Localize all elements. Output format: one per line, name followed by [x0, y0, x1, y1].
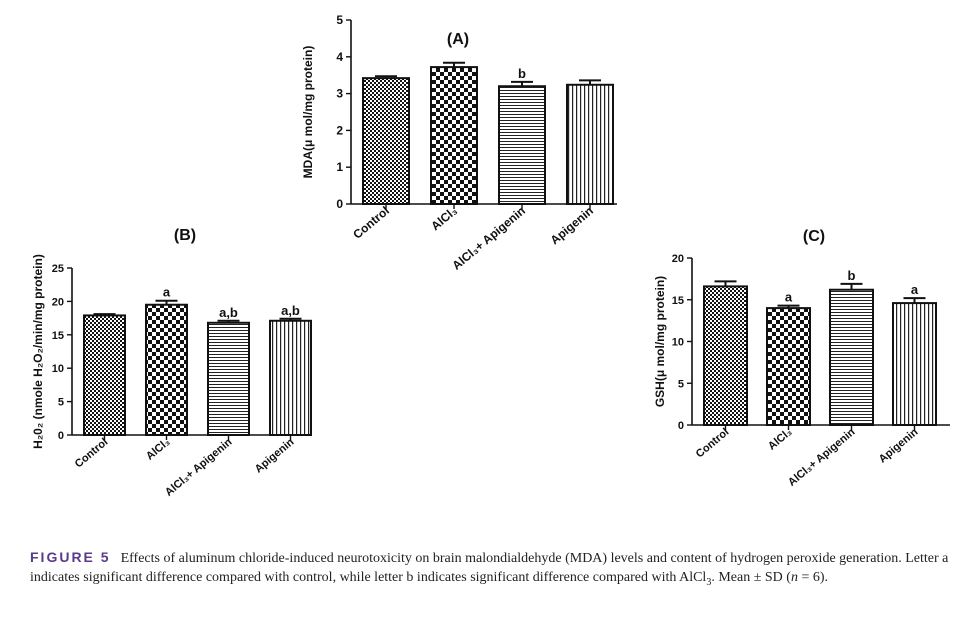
y-tick-label: 0: [336, 197, 343, 211]
bar: [269, 319, 312, 436]
y-tick-label: 5: [336, 13, 343, 27]
y-axis-label: MDA(μ mol/mg protein): [301, 46, 315, 179]
figure-panels: (A) 0 1 2 3 4 5 MDA(μ mol/mg protein) Control AlC…: [31, 13, 950, 499]
x-tick-label: Control: [350, 204, 392, 242]
chart-mda: (A) 0 1 2 3 4 5 MDA(μ mol/mg protein) Control AlC…: [301, 13, 617, 273]
significance-label: a: [163, 285, 171, 300]
chart-title: (A): [447, 31, 469, 48]
caption-n: n: [790, 570, 798, 585]
bar: [566, 83, 614, 205]
caption-text-1: Effects of aluminum chloride-induced neu…: [30, 551, 949, 585]
x-tick-label: AlCl₃: [144, 436, 172, 463]
y-tick-label: 10: [52, 363, 64, 375]
y-tick-label: 20: [52, 296, 64, 308]
chart-gsh: (C) 0 5 10 15 20 GSH(μ mol/mg protein) Control a…: [653, 228, 950, 489]
bar: [362, 77, 410, 205]
x-tick-label: AlCl₃+ Apigenin: [786, 426, 858, 489]
chart-h2o2: (B) 0 5 10 15 20 25 H₂0₂ (nmole H₂O₂/min/mg pro…: [31, 227, 312, 499]
significance-label: a,b: [281, 303, 300, 318]
x-tick-label: Control: [73, 436, 111, 470]
x-tick-label: Apigenin: [253, 436, 297, 476]
y-tick-label: 10: [672, 337, 684, 349]
figure-caption: FIGURE 5 Effects of aluminum chloride-ind…: [30, 548, 950, 592]
y-tick-label: 3: [336, 87, 343, 101]
x-tick-label: AlCl₃: [428, 204, 460, 234]
y-tick-label: 5: [678, 378, 684, 390]
y-axis-label: GSH(μ mol/mg protein): [653, 276, 667, 407]
x-tick-label: AlCl₃+ Apigenin: [163, 436, 235, 499]
y-tick-label: 5: [58, 397, 64, 409]
y-tick-label: 0: [58, 430, 64, 442]
y-axis-label: H₂0₂ (nmole H₂O₂/min/mg protein): [31, 254, 45, 449]
bar: [892, 302, 937, 426]
x-tick-label: AlCl₃: [766, 426, 794, 453]
chart-title: (B): [174, 227, 196, 244]
y-tick-label: 15: [672, 295, 684, 307]
bar: [498, 85, 546, 205]
caption-text-3: = 6).: [797, 570, 828, 585]
y-tick-label: 2: [336, 123, 343, 137]
bar: [207, 321, 250, 436]
caption-subscript: 3: [706, 576, 712, 588]
y-tick-label: 0: [678, 420, 684, 432]
x-tick-label: Apigenin: [877, 426, 921, 466]
bar: [83, 314, 126, 437]
y-tick-label: 25: [52, 263, 64, 275]
x-tick-label: Control: [694, 426, 732, 460]
significance-label: a: [785, 290, 793, 305]
y-tick-label: 1: [336, 160, 343, 174]
chart-title: (C): [803, 228, 825, 245]
bar: [766, 307, 811, 427]
significance-label: a,b: [219, 305, 238, 320]
x-tick-label: Apigenin: [548, 204, 596, 248]
y-tick-label: 4: [336, 50, 343, 64]
y-tick-label: 20: [672, 253, 684, 265]
bar: [829, 288, 874, 427]
x-tick-label: AlCl₃+ Apigenin: [449, 204, 528, 273]
significance-label: b: [518, 66, 526, 81]
caption-label: FIGURE 5: [30, 549, 111, 565]
bar: [703, 285, 748, 427]
significance-label: b: [848, 268, 856, 283]
caption-text-2: . Mean ± SD (: [711, 570, 791, 585]
significance-label: a: [911, 282, 919, 297]
bar: [145, 303, 188, 436]
bar: [430, 66, 478, 205]
y-tick-label: 15: [52, 330, 64, 342]
